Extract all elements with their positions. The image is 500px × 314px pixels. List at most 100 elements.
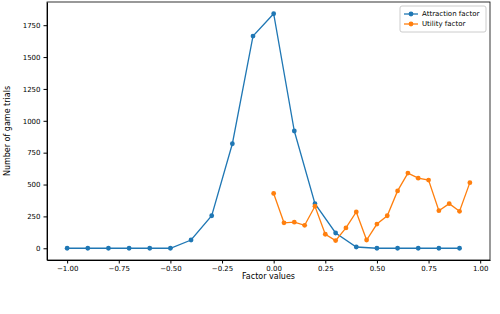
y-tick-mark (44, 121, 48, 122)
y-tick-mark (44, 89, 48, 90)
series-area (65, 11, 473, 250)
series-point (282, 220, 287, 225)
x-tick-mark (377, 260, 378, 264)
y-tick-mark (44, 57, 48, 58)
series-point (354, 210, 359, 215)
series-point (302, 223, 307, 228)
series-point (416, 246, 421, 251)
x-tick-mark (274, 260, 275, 264)
series-point (168, 246, 173, 251)
series-point (65, 246, 70, 251)
x-tick-mark (325, 260, 326, 264)
series-point (251, 34, 256, 39)
y-tick: 1750 (23, 22, 47, 30)
y-tick-label: 750 (27, 149, 40, 157)
y-axis: 0 250 500 750 1000 1250 1500 1750 (23, 3, 48, 261)
series-point (457, 246, 462, 251)
y-tick: 500 (27, 181, 47, 189)
series-point (271, 191, 276, 196)
series-point (230, 141, 235, 146)
series-point (313, 204, 318, 209)
y-tick-label: 0 (36, 245, 40, 253)
y-tick-label: 1250 (23, 86, 41, 94)
x-tick: −0.50 (160, 260, 181, 273)
x-tick-label: −0.50 (160, 265, 181, 273)
series-point (323, 232, 328, 237)
series-point (406, 171, 411, 176)
x-tick: 0.25 (318, 260, 334, 273)
x-tick-label: −0.25 (212, 265, 233, 273)
y-tick-label: 250 (27, 213, 40, 221)
series-point (344, 225, 349, 230)
x-tick: 0.75 (421, 260, 437, 273)
x-tick-label: 0.50 (370, 265, 386, 273)
series-point (375, 246, 380, 251)
series-point (457, 209, 462, 214)
x-tick-label: −1.00 (57, 265, 78, 273)
x-tick: −0.25 (212, 260, 233, 273)
x-tick-mark (429, 260, 430, 264)
series-point (333, 231, 338, 236)
x-tick-mark (119, 260, 120, 264)
series-point (85, 246, 90, 251)
series-point (106, 246, 111, 251)
chart: −1.00−0.75−0.50−0.250.000.250.500.751.00… (0, 0, 500, 314)
x-tick: 0.50 (370, 260, 386, 273)
y-tick-mark (44, 216, 48, 217)
y-tick-mark (44, 25, 48, 26)
y-tick: 0 (36, 245, 47, 253)
series-point (426, 178, 431, 183)
x-tick-label: −0.75 (109, 265, 130, 273)
x-tick: −0.75 (109, 260, 130, 273)
series-point (147, 246, 152, 251)
y-tick: 1500 (23, 54, 47, 62)
series-point (467, 180, 472, 185)
y-tick-mark (44, 185, 48, 186)
legend-marker (409, 12, 414, 17)
series-point (209, 213, 214, 218)
series-point (127, 246, 132, 251)
y-tick-label: 1000 (23, 118, 41, 126)
y-tick-label: 1750 (23, 22, 41, 30)
y-tick: 250 (27, 213, 47, 221)
series-point (436, 246, 441, 251)
legend-label: Utility factor (422, 20, 465, 28)
series-point (354, 245, 359, 250)
y-tick-label: 500 (27, 181, 40, 189)
x-tick-label: 0.25 (318, 265, 334, 273)
x-tick-mark (170, 260, 171, 264)
y-tick: 1000 (23, 118, 47, 126)
x-tick-label: 1.00 (473, 265, 489, 273)
series-point (189, 238, 194, 243)
legend-marker (409, 22, 414, 27)
y-tick-mark (44, 248, 48, 249)
legend-label: Attraction factor (422, 10, 479, 18)
x-axis-title: Factor values (242, 272, 295, 281)
legend-box (400, 6, 486, 32)
series-point (375, 222, 380, 227)
series-point (292, 129, 297, 134)
series-point (292, 220, 297, 225)
series-point (333, 238, 338, 243)
series-point (364, 238, 369, 243)
series-point (385, 213, 390, 218)
y-axis-title: Number of game trials (3, 86, 12, 176)
series-line (274, 173, 470, 241)
series-point (271, 11, 276, 16)
series-point (416, 176, 421, 181)
series-point (447, 201, 452, 206)
x-tick-mark (67, 260, 68, 264)
x-tick-label: 0.75 (421, 265, 437, 273)
x-tick: 1.00 (473, 260, 489, 273)
series-point (395, 189, 400, 194)
y-tick: 1250 (23, 86, 47, 94)
series-line (67, 14, 459, 249)
x-tick: −1.00 (57, 260, 78, 273)
series-point (395, 246, 400, 251)
y-tick-mark (44, 153, 48, 154)
y-tick-label: 1500 (23, 54, 41, 62)
x-tick-mark (480, 260, 481, 264)
series-point (436, 208, 441, 213)
plot: −1.00−0.75−0.50−0.250.000.250.500.751.00… (23, 2, 491, 273)
y-tick: 750 (27, 149, 47, 157)
